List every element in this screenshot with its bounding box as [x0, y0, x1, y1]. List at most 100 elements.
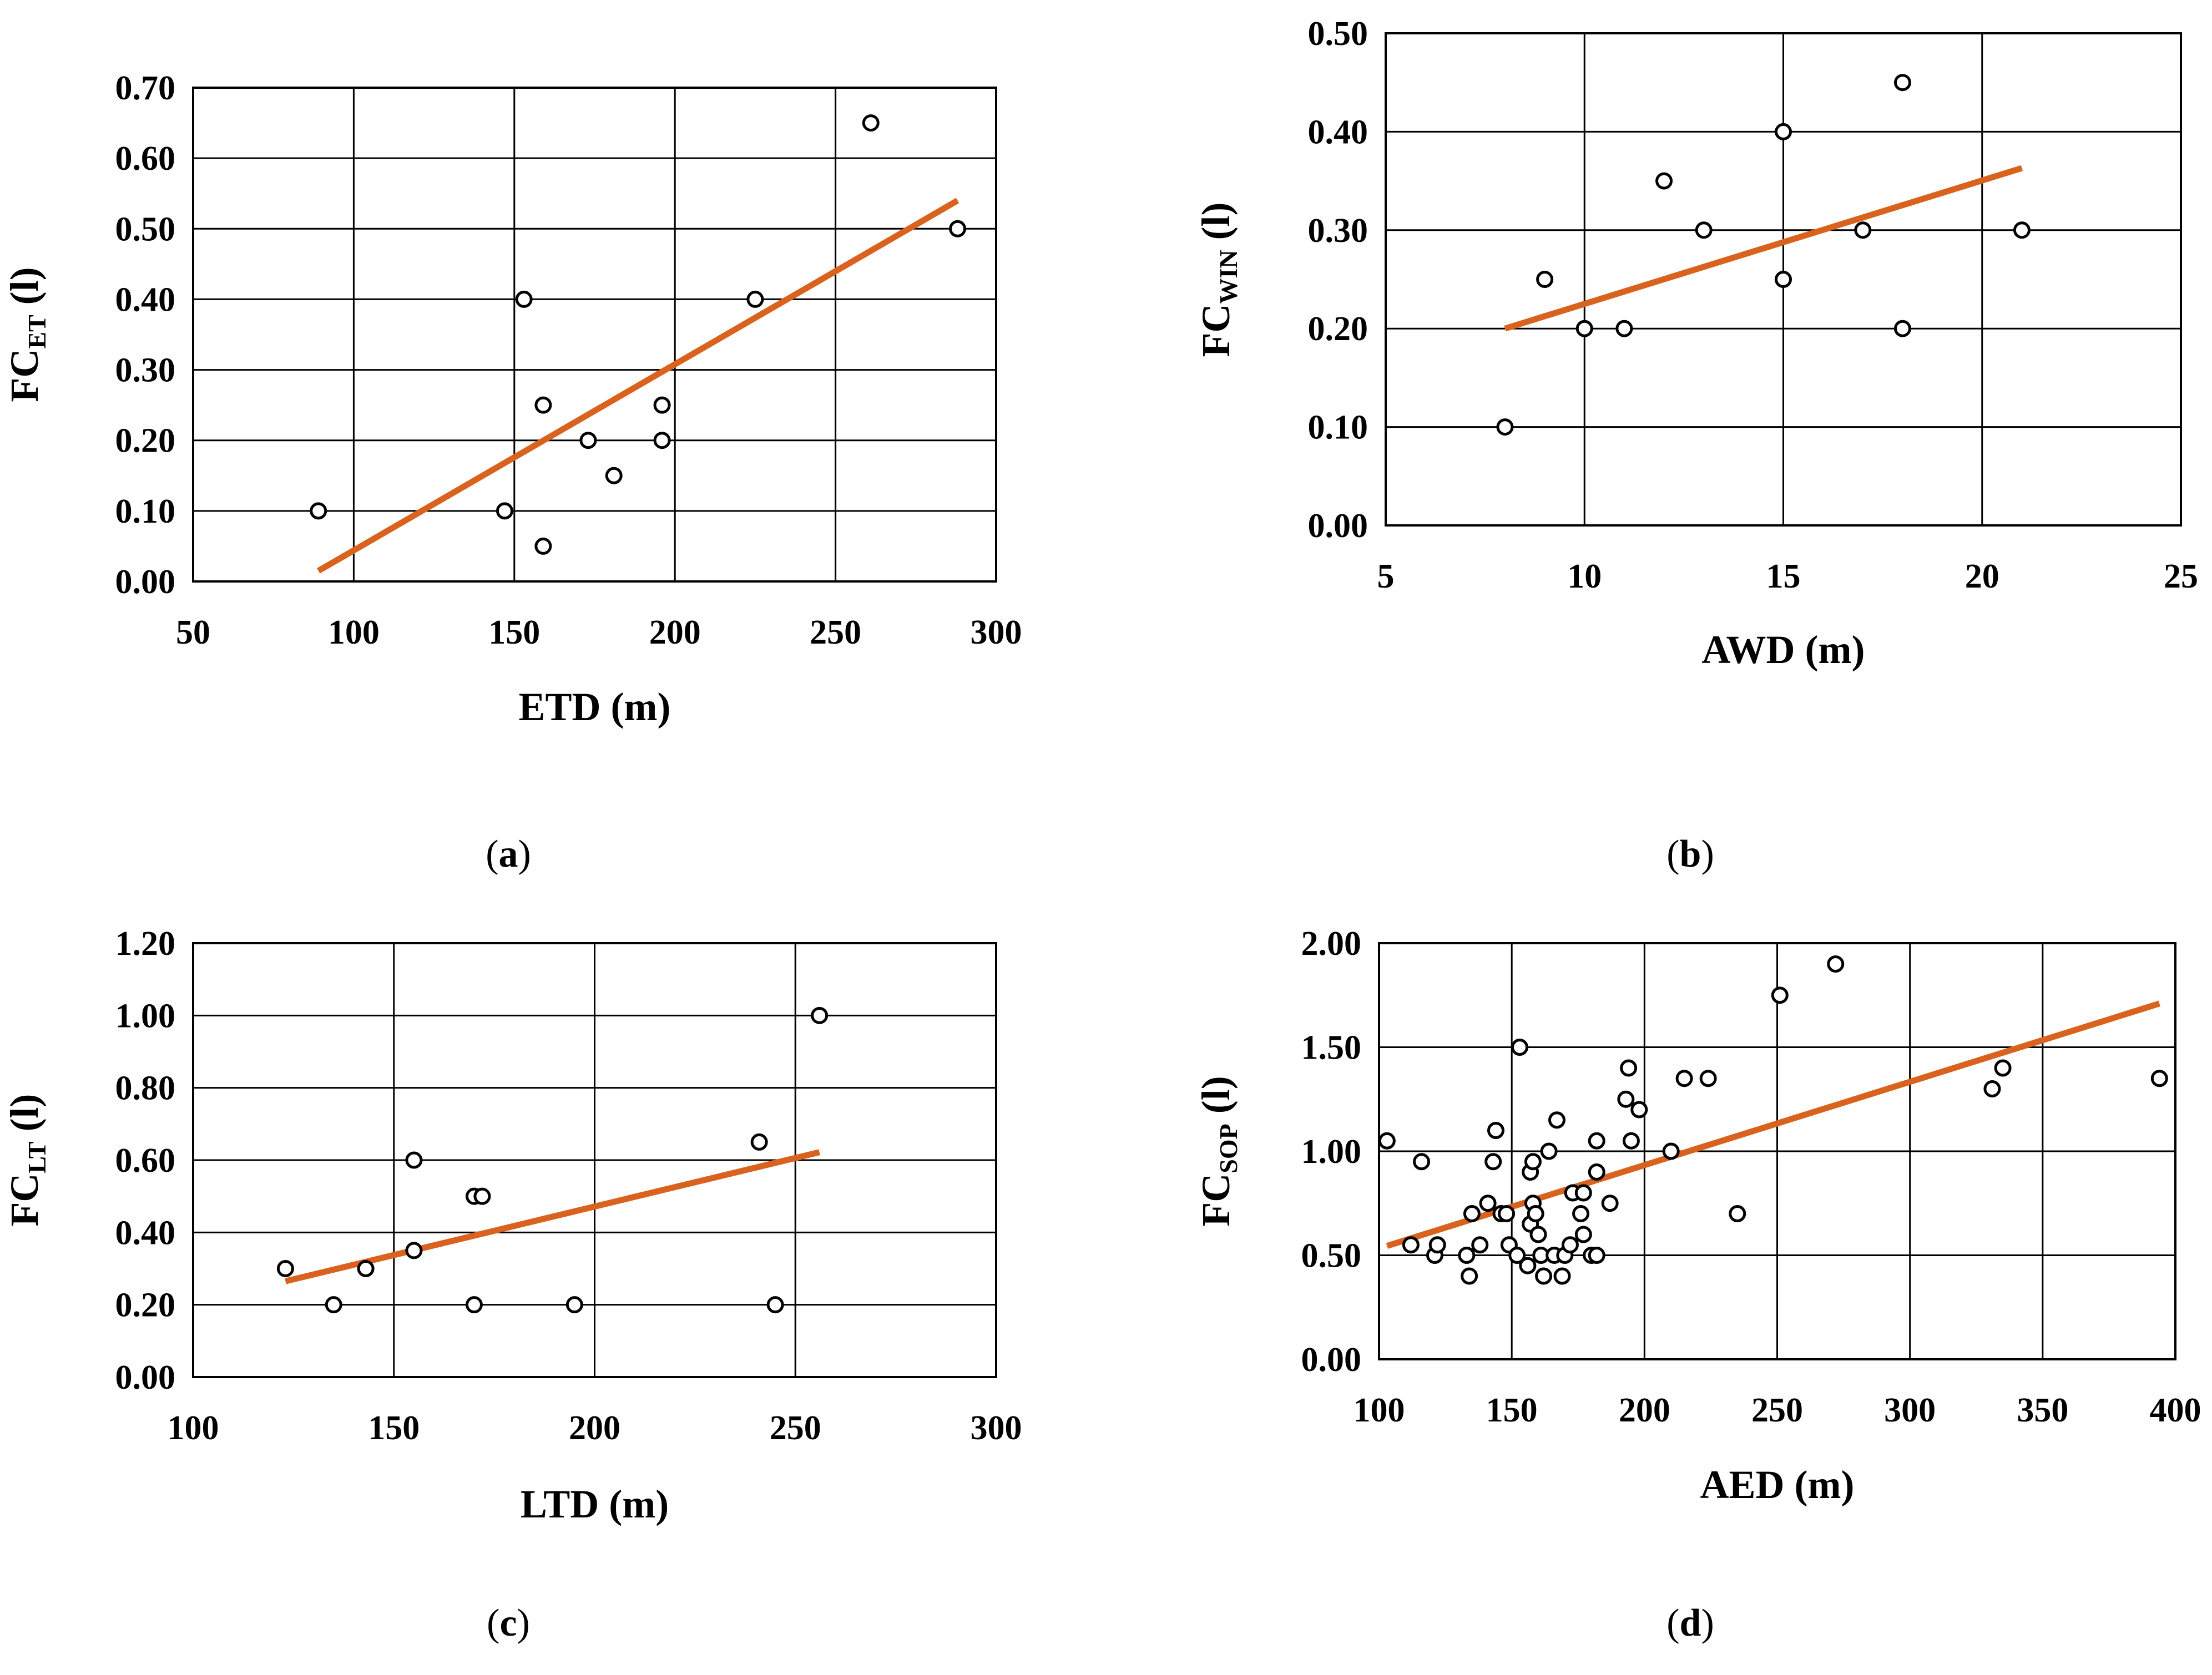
y-tick-label: 1.50	[1301, 1029, 1362, 1067]
data-point	[1588, 1247, 1605, 1264]
data-point	[1575, 320, 1593, 337]
x-tick-label: 350	[2017, 1391, 2068, 1429]
data-point	[1588, 1132, 1605, 1150]
data-point	[1428, 1236, 1446, 1254]
y-axis-label-unit: (l)	[1194, 1076, 1238, 1124]
x-tick-label: 10	[1567, 558, 1602, 595]
data-point	[1461, 1267, 1478, 1285]
x-axis-label: ETD (m)	[519, 685, 671, 729]
x-tick-label: 100	[168, 1409, 219, 1447]
data-point	[1471, 1236, 1489, 1254]
x-tick-label: 50	[176, 614, 210, 651]
data-point	[1548, 1111, 1565, 1129]
chart-panel-d: 100 150 200 250 300 350 400 0.00 0.50 1.00 1.50 2.0…	[1194, 925, 2201, 1644]
y-tick-label: 0.20	[1308, 310, 1368, 348]
x-axis-label: AED (m)	[1700, 1463, 1855, 1507]
data-point	[1630, 1101, 1648, 1119]
y-tick-label: 1.00	[115, 997, 176, 1035]
y-axis-label-subscript: WIN	[1214, 250, 1243, 303]
y-axis-label-unit: (l)	[1194, 202, 1238, 250]
y-tick-label: 0.00	[1301, 1341, 1362, 1379]
data-point	[496, 502, 513, 520]
data-point	[1519, 1257, 1537, 1274]
x-tick-label: 300	[1884, 1391, 1936, 1429]
data-point	[1378, 1132, 1396, 1150]
data-point	[1695, 221, 1713, 239]
y-tick-label: 0.60	[115, 1142, 176, 1180]
data-point	[357, 1260, 375, 1277]
data-point	[766, 1296, 784, 1314]
y-tick-label: 1.00	[1301, 1133, 1362, 1171]
y-tick-label: 1.20	[115, 925, 176, 963]
y-tick-label: 0.40	[115, 281, 176, 318]
chart-panel-c: 100 150 200 250 300 0.00 0.20 0.40 0.60 0.80 1.00 1…	[2, 925, 1022, 1644]
data-point	[949, 220, 967, 237]
panel-label: (c)	[487, 1602, 530, 1644]
data-point	[1854, 221, 1872, 239]
x-tick-label: 15	[1766, 558, 1801, 595]
data-point	[1655, 172, 1673, 190]
panel-label-open: (	[486, 833, 498, 876]
y-tick-label: 0.40	[115, 1214, 176, 1252]
trendline	[285, 1149, 820, 1284]
data-point	[1535, 1267, 1553, 1285]
x-tick-label: 200	[649, 614, 701, 651]
x-tick-label: 150	[368, 1409, 420, 1447]
data-point	[1463, 1205, 1481, 1222]
trendline	[316, 198, 959, 574]
data-point	[1574, 1184, 1592, 1202]
data-point	[750, 1133, 768, 1151]
chart-panel-b: 5 10 15 20 25 0.00 0.10 0.20 0.30 0.40 0.50 AWD (m)…	[1194, 15, 2198, 876]
data-point	[1536, 271, 1554, 288]
data-point	[1574, 1226, 1592, 1243]
y-tick-label: 0.60	[115, 140, 176, 178]
data-point	[579, 432, 597, 449]
panel-label-open: (	[487, 1602, 499, 1644]
data-point	[1487, 1122, 1504, 1139]
data-point	[1622, 1132, 1640, 1150]
data-point	[1540, 1142, 1558, 1160]
data-point	[405, 1242, 423, 1259]
trendline	[1386, 1000, 2160, 1249]
panel-label-letter: c	[499, 1602, 517, 1644]
plot-frame	[1378, 942, 2176, 1360]
data-point	[1479, 1195, 1497, 1212]
data-point	[1620, 1059, 1638, 1077]
y-tick-label: 0.70	[115, 69, 176, 107]
y-tick-label: 0.10	[1308, 409, 1368, 447]
plot-frame	[192, 87, 997, 583]
x-tick-label: 25	[2164, 558, 2198, 595]
x-tick-label: 20	[1965, 558, 1999, 595]
data-point	[1498, 1205, 1516, 1222]
y-tick-label: 0.80	[115, 1070, 176, 1107]
data-point	[1617, 1090, 1635, 1108]
data-point	[1827, 955, 1845, 973]
data-point	[1511, 1039, 1529, 1056]
data-point	[1496, 418, 1514, 436]
data-point	[1524, 1153, 1542, 1171]
data-point	[1527, 1205, 1544, 1222]
plot-frame	[1385, 32, 2182, 527]
data-point	[1588, 1163, 1605, 1181]
x-tick-label: 400	[2150, 1391, 2201, 1429]
y-tick-label: 0.00	[115, 563, 176, 601]
data-point	[1553, 1267, 1571, 1285]
y-tick-label: 0.50	[115, 210, 176, 248]
x-tick-label: 300	[971, 1409, 1022, 1447]
x-tick-label: 300	[971, 614, 1022, 651]
data-point	[310, 502, 327, 520]
data-point	[2013, 221, 2031, 239]
panel-label-close: )	[517, 1602, 530, 1644]
data-point	[473, 1187, 491, 1205]
y-axis-label: FCET (l)	[2, 267, 51, 402]
data-point	[1983, 1080, 2001, 1097]
data-point	[1699, 1070, 1717, 1087]
panel-label: (d)	[1666, 1602, 1714, 1644]
panel-label-open: (	[1666, 833, 1679, 876]
panel-label-open: (	[1666, 1602, 1679, 1644]
data-point	[1729, 1205, 1746, 1222]
y-axis-label: FCSOP (l)	[1194, 1076, 1243, 1226]
data-point	[405, 1151, 423, 1169]
